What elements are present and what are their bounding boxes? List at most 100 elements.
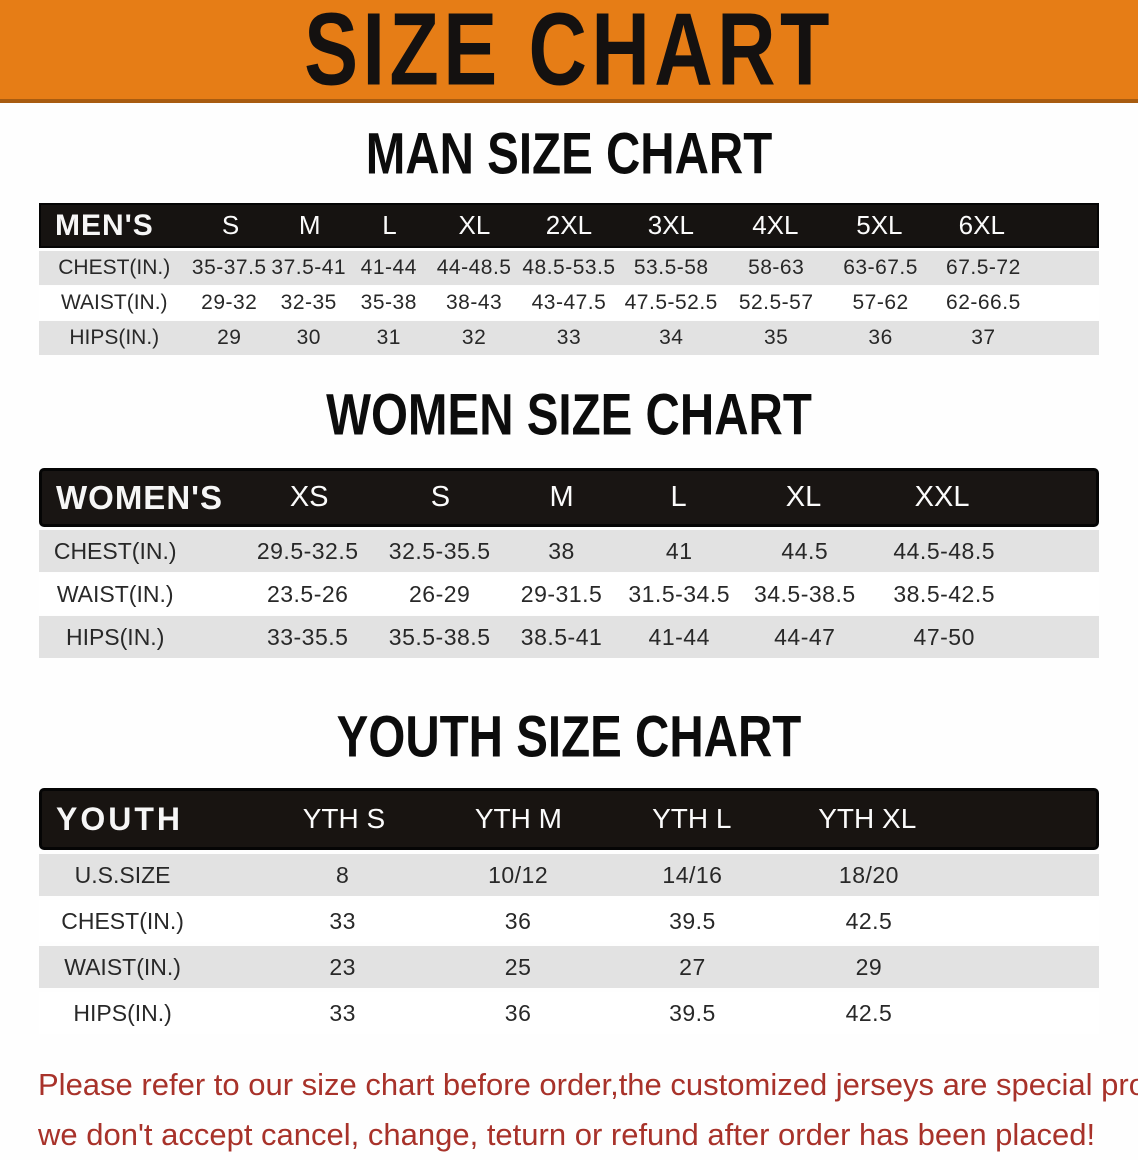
mens-cell-0-2: 41-44 [360, 256, 417, 279]
womens-column-header-3: L [670, 481, 687, 513]
youth-column-header-2: YTH L [652, 803, 732, 834]
womens-table-row: CHEST(IN.) 29.5-32.5 32.5-35.5 38 41 44.5 44.5… [39, 530, 1099, 572]
women-section-heading-text: WOMEN SIZE CHART [326, 382, 812, 448]
men-size-table: MEN'S S M L XL 2XL 3XL 4XL 5XL 6XL CHEST(IN.) 35-37… [39, 203, 1099, 355]
youth-section-heading: YOUTH SIZE CHART [0, 704, 1138, 770]
mens-cell-2-5: 34 [659, 326, 684, 349]
youth-cell-0-1: 10/12 [488, 861, 549, 888]
youth-table-row: HIPS(IN.) 33 36 39.5 42.5 [39, 992, 1099, 1034]
womens-row-label-0: CHEST(IN.) [53, 537, 177, 564]
womens-column-header-1: S [430, 481, 451, 513]
mens-cell-2-7: 36 [868, 326, 893, 349]
mens-cell-0-8: 67.5-72 [946, 256, 1021, 279]
womens-row-label-2: HIPS(IN.) [65, 623, 165, 650]
youth-cell-0-0: 8 [336, 861, 350, 888]
youth-cell-2-1: 25 [504, 953, 532, 980]
mens-cell-1-2: 35-38 [360, 291, 417, 314]
youth-cell-0-2: 14/16 [662, 861, 723, 888]
mens-cell-2-2: 31 [376, 326, 401, 349]
youth-size-section: YOUTH SIZE CHART YOUTH YTH S YTH M YTH L YTH… [0, 704, 1138, 1034]
mens-cell-2-8: 37 [971, 326, 996, 349]
youth-table-row: WAIST(IN.) 23 25 27 29 [39, 946, 1099, 988]
womens-cell-2-3: 41-44 [648, 623, 710, 650]
mens-table-row: WAIST(IN.) 29-32 32-35 35-38 38-43 43-47.5 47.… [39, 286, 1099, 320]
mens-cell-0-6: 58-63 [748, 256, 805, 279]
womens-cell-1-3: 31.5-34.5 [628, 580, 731, 607]
youth-cell-1-2: 39.5 [669, 907, 716, 934]
womens-column-header-4: XL [785, 481, 822, 513]
disclaimer-line-1: Please refer to our size chart before or… [38, 1067, 1138, 1102]
mens-column-header-7: 5XL [856, 210, 903, 240]
womens-cell-2-1: 35.5-38.5 [388, 623, 491, 650]
womens-cell-0-5: 44.5-48.5 [893, 537, 996, 564]
youth-cell-0-3: 18/20 [838, 861, 899, 888]
womens-column-header-2: M [549, 481, 574, 513]
mens-corner-label: MEN'S [55, 208, 154, 242]
men-section-heading: MAN SIZE CHART [0, 121, 1138, 187]
mens-column-header-3: XL [458, 210, 491, 240]
size-chart-banner: SIZE CHART [0, 0, 1138, 103]
mens-column-header-6: 4XL [752, 210, 799, 240]
mens-cell-0-4: 48.5-53.5 [522, 256, 616, 279]
womens-cell-1-0: 23.5-26 [266, 580, 349, 607]
youth-row-label-1: CHEST(IN.) [61, 907, 184, 934]
mens-cell-2-1: 30 [296, 326, 321, 349]
womens-cell-0-0: 29.5-32.5 [256, 537, 359, 564]
mens-cell-2-0: 29 [217, 326, 242, 349]
disclaimer-line-2: we don't accept cancel, change, teturn o… [38, 1117, 1096, 1152]
mens-cell-1-5: 47.5-52.5 [624, 291, 718, 314]
youth-section-heading-text: YOUTH SIZE CHART [336, 704, 802, 770]
youth-column-header-3: YTH XL [818, 803, 917, 834]
mens-header-row: MEN'S S M L XL 2XL 3XL 4XL 5XL 6XL [39, 203, 1099, 248]
mens-row-label-2: HIPS(IN.) [69, 326, 160, 349]
womens-cell-1-1: 26-29 [408, 580, 471, 607]
women-size-section: WOMEN SIZE CHART WOMEN'S XS S M L XL XXL CHEST(… [0, 382, 1138, 658]
mens-cell-2-3: 32 [461, 326, 487, 349]
mens-column-header-2: L [382, 210, 397, 240]
banner-title: SIZE CHART [304, 0, 834, 107]
youth-cell-3-1: 36 [504, 999, 532, 1026]
youth-column-header-0: YTH S [302, 803, 386, 834]
mens-cell-2-4: 33 [556, 326, 582, 349]
youth-cell-2-2: 27 [679, 953, 706, 980]
womens-table-row: HIPS(IN.) 33-35.5 35.5-38.5 38.5-41 41-44 44-… [39, 616, 1099, 658]
youth-size-table: YOUTH YTH S YTH M YTH L YTH XL U.S.SIZE 8 10/12… [39, 788, 1099, 1034]
men-size-section: MAN SIZE CHART MEN'S S M L XL 2XL 3XL 4XL 5XL 6XL… [0, 121, 1138, 355]
womens-cell-1-2: 29-31.5 [520, 580, 603, 607]
womens-row-label-1: WAIST(IN.) [56, 580, 174, 607]
womens-cell-2-0: 33-35.5 [266, 623, 349, 650]
womens-header-row: WOMEN'S XS S M L XL XXL [39, 468, 1099, 527]
womens-cell-2-4: 44-47 [774, 623, 836, 650]
mens-cell-1-6: 52.5-57 [738, 291, 814, 314]
mens-cell-2-6: 35 [764, 326, 789, 349]
womens-cell-0-4: 44.5 [781, 537, 829, 564]
youth-row-label-2: WAIST(IN.) [64, 953, 181, 980]
youth-cell-1-0: 33 [329, 907, 356, 934]
youth-cell-1-1: 36 [504, 907, 532, 934]
mens-cell-1-1: 32-35 [280, 291, 337, 314]
womens-cell-2-2: 38.5-41 [520, 623, 603, 650]
mens-column-header-8: 6XL [958, 210, 1005, 240]
mens-cell-0-5: 53.5-58 [633, 256, 709, 279]
mens-column-header-5: 3XL [647, 210, 694, 240]
mens-column-header-1: M [298, 210, 321, 240]
youth-cell-3-0: 33 [329, 999, 356, 1026]
mens-cell-0-7: 63-67.5 [843, 256, 918, 279]
mens-cell-0-3: 44-48.5 [436, 256, 512, 279]
womens-cell-2-5: 47-50 [913, 623, 975, 650]
womens-table-row: WAIST(IN.) 23.5-26 26-29 29-31.5 31.5-34.5 34… [39, 573, 1099, 615]
mens-cell-1-8: 62-66.5 [946, 291, 1021, 314]
youth-header-row: YOUTH YTH S YTH M YTH L YTH XL [39, 788, 1099, 850]
women-section-heading: WOMEN SIZE CHART [0, 382, 1138, 448]
womens-column-header-5: XXL [914, 481, 970, 513]
mens-table-row: HIPS(IN.) 29 30 31 32 33 34 35 36 37 [39, 321, 1099, 355]
womens-corner-label: WOMEN'S [56, 478, 224, 516]
youth-table-row: CHEST(IN.) 33 36 39.5 42.5 [39, 900, 1099, 942]
womens-column-header-0: XS [289, 481, 329, 513]
youth-cell-3-2: 39.5 [669, 999, 716, 1026]
men-section-heading-text: MAN SIZE CHART [365, 121, 773, 187]
women-size-table: WOMEN'S XS S M L XL XXL CHEST(IN.) 29.5-32.5 32.5… [39, 468, 1099, 658]
womens-cell-0-2: 38 [548, 537, 575, 564]
youth-row-label-0: U.S.SIZE [74, 861, 171, 888]
womens-cell-1-5: 38.5-42.5 [893, 580, 996, 607]
